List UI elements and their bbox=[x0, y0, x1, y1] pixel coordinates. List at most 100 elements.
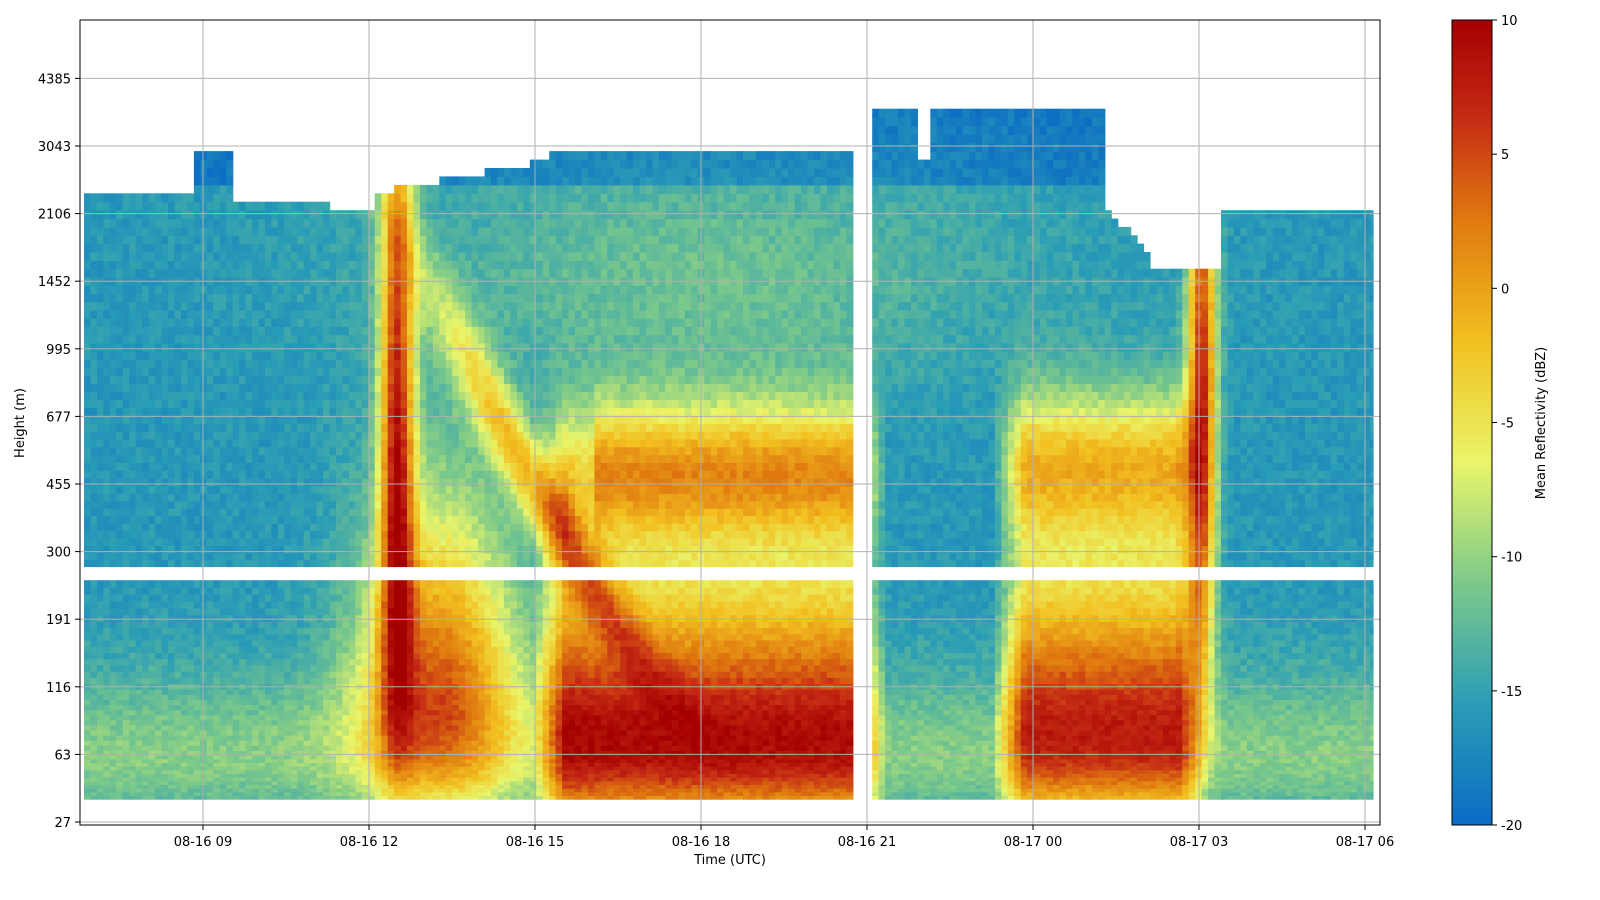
heatmap-cell bbox=[135, 552, 143, 561]
heatmap-cell bbox=[303, 342, 311, 352]
heatmap-cell bbox=[400, 740, 408, 746]
heatmap-cell bbox=[310, 735, 318, 741]
heatmap-cell bbox=[193, 218, 201, 228]
heatmap-cell bbox=[381, 795, 389, 800]
heatmap-cell bbox=[109, 210, 117, 220]
heatmap-cell bbox=[135, 399, 143, 408]
heatmap-cell bbox=[161, 652, 169, 660]
heatmap-cell bbox=[103, 594, 111, 602]
heatmap-cell bbox=[213, 633, 221, 641]
heatmap-cell bbox=[284, 633, 292, 641]
heatmap-cell bbox=[426, 407, 434, 417]
heatmap-cell bbox=[264, 740, 272, 746]
heatmap-cell bbox=[394, 326, 402, 336]
heatmap-cell bbox=[142, 740, 150, 746]
heatmap-cell bbox=[284, 594, 292, 602]
heatmap-cell bbox=[122, 285, 130, 295]
heatmap-cell bbox=[381, 777, 389, 782]
heatmap-cell bbox=[97, 438, 105, 448]
heatmap-cell bbox=[200, 235, 208, 245]
heatmap-cell bbox=[148, 438, 156, 448]
heatmap-cell bbox=[284, 627, 292, 635]
heatmap-cell bbox=[232, 600, 240, 609]
heatmap-cell bbox=[90, 431, 98, 440]
heatmap-cell bbox=[400, 719, 408, 726]
heatmap-cell bbox=[245, 658, 253, 666]
heatmap-cell bbox=[180, 201, 188, 211]
heatmap-cell bbox=[355, 780, 363, 785]
heatmap-cell bbox=[142, 719, 150, 726]
heatmap-cell bbox=[432, 652, 440, 660]
heatmap-cell bbox=[374, 594, 382, 602]
heatmap-cell bbox=[368, 243, 376, 253]
heatmap-cell bbox=[439, 478, 447, 487]
heatmap-cell bbox=[90, 508, 98, 517]
heatmap-cell bbox=[97, 614, 105, 622]
heatmap-cell bbox=[407, 226, 415, 236]
heatmap-cell bbox=[213, 587, 221, 595]
heatmap-cell bbox=[342, 587, 350, 595]
heatmap-cell bbox=[271, 658, 279, 666]
heatmap-cell bbox=[129, 699, 137, 706]
heatmap-cell bbox=[284, 795, 292, 800]
heatmap-cell bbox=[174, 407, 182, 417]
heatmap-cell bbox=[355, 652, 363, 660]
heatmap-cell bbox=[206, 724, 214, 731]
heatmap-cell bbox=[303, 431, 311, 440]
heatmap-cell bbox=[439, 260, 447, 270]
heatmap-cell bbox=[277, 773, 285, 778]
heatmap-cell bbox=[168, 646, 176, 653]
heatmap-cell bbox=[394, 243, 402, 253]
heatmap-cell bbox=[187, 777, 195, 782]
heatmap-cell bbox=[252, 301, 260, 311]
heatmap-cell bbox=[245, 415, 253, 424]
heatmap-cell bbox=[381, 431, 389, 440]
heatmap-cell bbox=[413, 735, 421, 741]
heatmap-cell bbox=[129, 784, 137, 789]
heatmap-cell bbox=[161, 758, 169, 763]
heatmap-cell bbox=[368, 537, 376, 546]
heatmap-cell bbox=[342, 709, 350, 716]
heatmap-cell bbox=[187, 407, 195, 417]
heatmap-cell bbox=[103, 226, 111, 236]
heatmap-cell bbox=[239, 580, 247, 588]
heatmap-cell bbox=[187, 260, 195, 270]
heatmap-cell bbox=[407, 709, 415, 716]
heatmap-cell bbox=[148, 462, 156, 471]
heatmap-cell bbox=[316, 600, 324, 609]
heatmap-cell bbox=[348, 301, 356, 311]
heatmap-cell bbox=[426, 293, 434, 303]
heatmap-cell bbox=[258, 446, 266, 456]
heatmap-cell bbox=[361, 375, 369, 384]
heatmap-cell bbox=[200, 201, 208, 211]
heatmap-cell bbox=[310, 301, 318, 311]
heatmap-cell bbox=[206, 293, 214, 303]
heatmap-cell bbox=[239, 552, 247, 561]
heatmap-cell bbox=[361, 423, 369, 432]
heatmap-cell bbox=[277, 714, 285, 721]
heatmap-cell bbox=[271, 252, 279, 261]
heatmap-cell bbox=[426, 415, 434, 424]
heatmap-cell bbox=[387, 694, 395, 700]
heatmap-cell bbox=[142, 342, 150, 352]
heatmap-cell bbox=[206, 193, 214, 203]
heatmap-cell bbox=[394, 621, 402, 629]
heatmap-cell bbox=[264, 383, 272, 392]
heatmap-cell bbox=[187, 719, 195, 726]
heatmap-cell bbox=[413, 646, 421, 653]
heatmap-cell bbox=[116, 383, 124, 392]
heatmap-cell bbox=[168, 454, 176, 463]
heatmap-cell bbox=[303, 709, 311, 716]
heatmap-cell bbox=[252, 252, 260, 261]
heatmap-cell bbox=[297, 671, 305, 678]
heatmap-cell bbox=[180, 485, 188, 494]
heatmap-cell bbox=[361, 545, 369, 554]
heatmap-cell bbox=[387, 367, 395, 376]
heatmap-cell bbox=[407, 719, 415, 726]
heatmap-cell bbox=[109, 709, 117, 716]
heatmap-cell bbox=[135, 431, 143, 440]
heatmap-cell bbox=[219, 446, 227, 456]
heatmap-cell bbox=[439, 587, 447, 595]
heatmap-cell bbox=[348, 334, 356, 344]
heatmap-cell bbox=[90, 399, 98, 408]
